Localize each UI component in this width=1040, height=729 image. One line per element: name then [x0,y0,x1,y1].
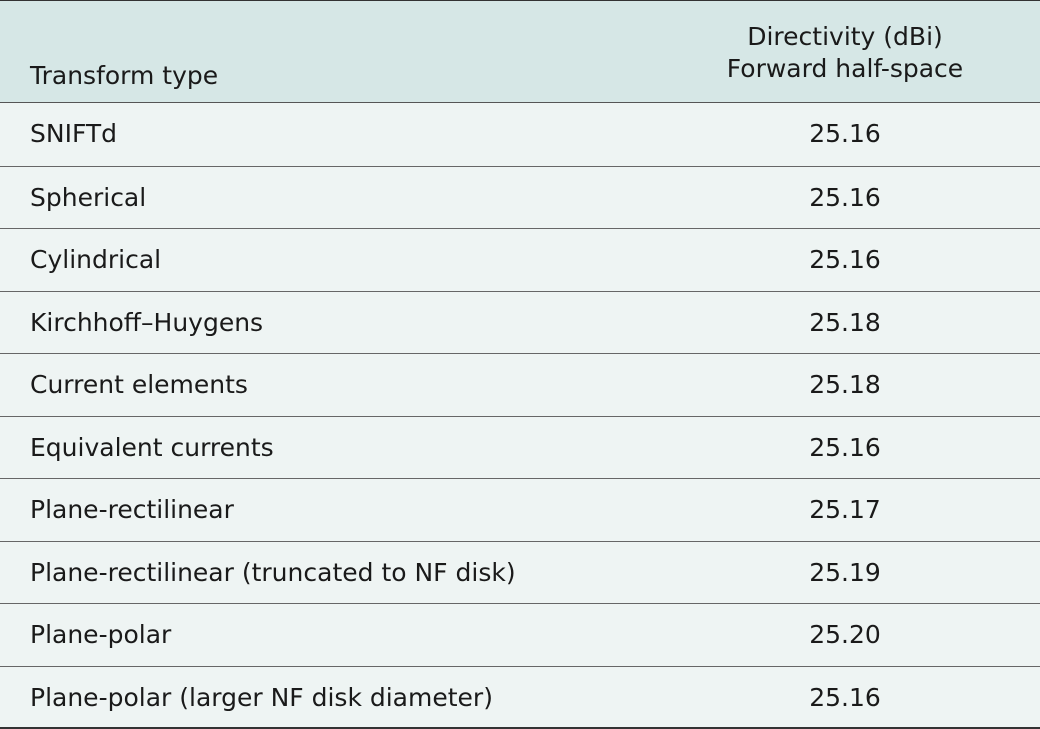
table-cell: 25.19 [809,557,881,587]
table-row: Plane-polar 25.20 [0,603,1040,666]
header-line: Directivity (dBi) [747,22,943,51]
table-cell: Plane-polar [30,620,172,649]
table-cell: 25.20 [809,620,881,649]
table-row: Spherical 25.16 [0,165,1040,229]
table-cell: 25.16 [809,245,881,274]
table-cell: Spherical [30,182,147,212]
table-cell: Plane-rectilinear [30,495,234,524]
table-row: SNIFTd 25.16 [0,103,1040,166]
table-row: Plane-rectilinear (truncated to NF disk)… [0,540,1040,604]
table-row: Kirchhoff–Huygens 25.18 [0,290,1040,354]
table-row: Plane-rectilinear 25.17 [0,478,1040,541]
header-cell: Transform type [30,61,219,90]
table-cell: Cylindrical [30,245,162,274]
table-cell: Equivalent currents [30,432,274,462]
table-cell: 25.18 [809,307,881,337]
table-row: Plane-polar (larger NF disk diameter) 25.… [0,665,1040,729]
header-row: Transform type Directivity (dBi) Forward… [0,1,1040,103]
table-row: Equivalent currents 25.16 [0,415,1040,479]
table-row: Cylindrical 25.16 [0,228,1040,291]
table-cell: 25.17 [809,495,881,524]
table-cell: 25.18 [809,370,881,399]
header-line: Forward half-space [726,54,964,83]
header-cell: Directivity (dBi) Forward half-space [650,21,1040,85]
table-cell: Plane-polar (larger NF disk diameter) [30,682,493,712]
table-cell: 25.16 [809,682,881,712]
table-cell: 25.16 [809,182,881,212]
table-cell: 25.16 [809,119,881,148]
table-cell: SNIFTd [30,119,118,148]
table-cell: Kirchhoff–Huygens [30,307,264,337]
table-cell: Current elements [30,370,248,399]
table-cell: Plane-rectilinear (truncated to NF disk) [30,557,516,587]
table-cell: 25.16 [809,432,881,462]
table-row: Current elements 25.18 [0,353,1040,416]
